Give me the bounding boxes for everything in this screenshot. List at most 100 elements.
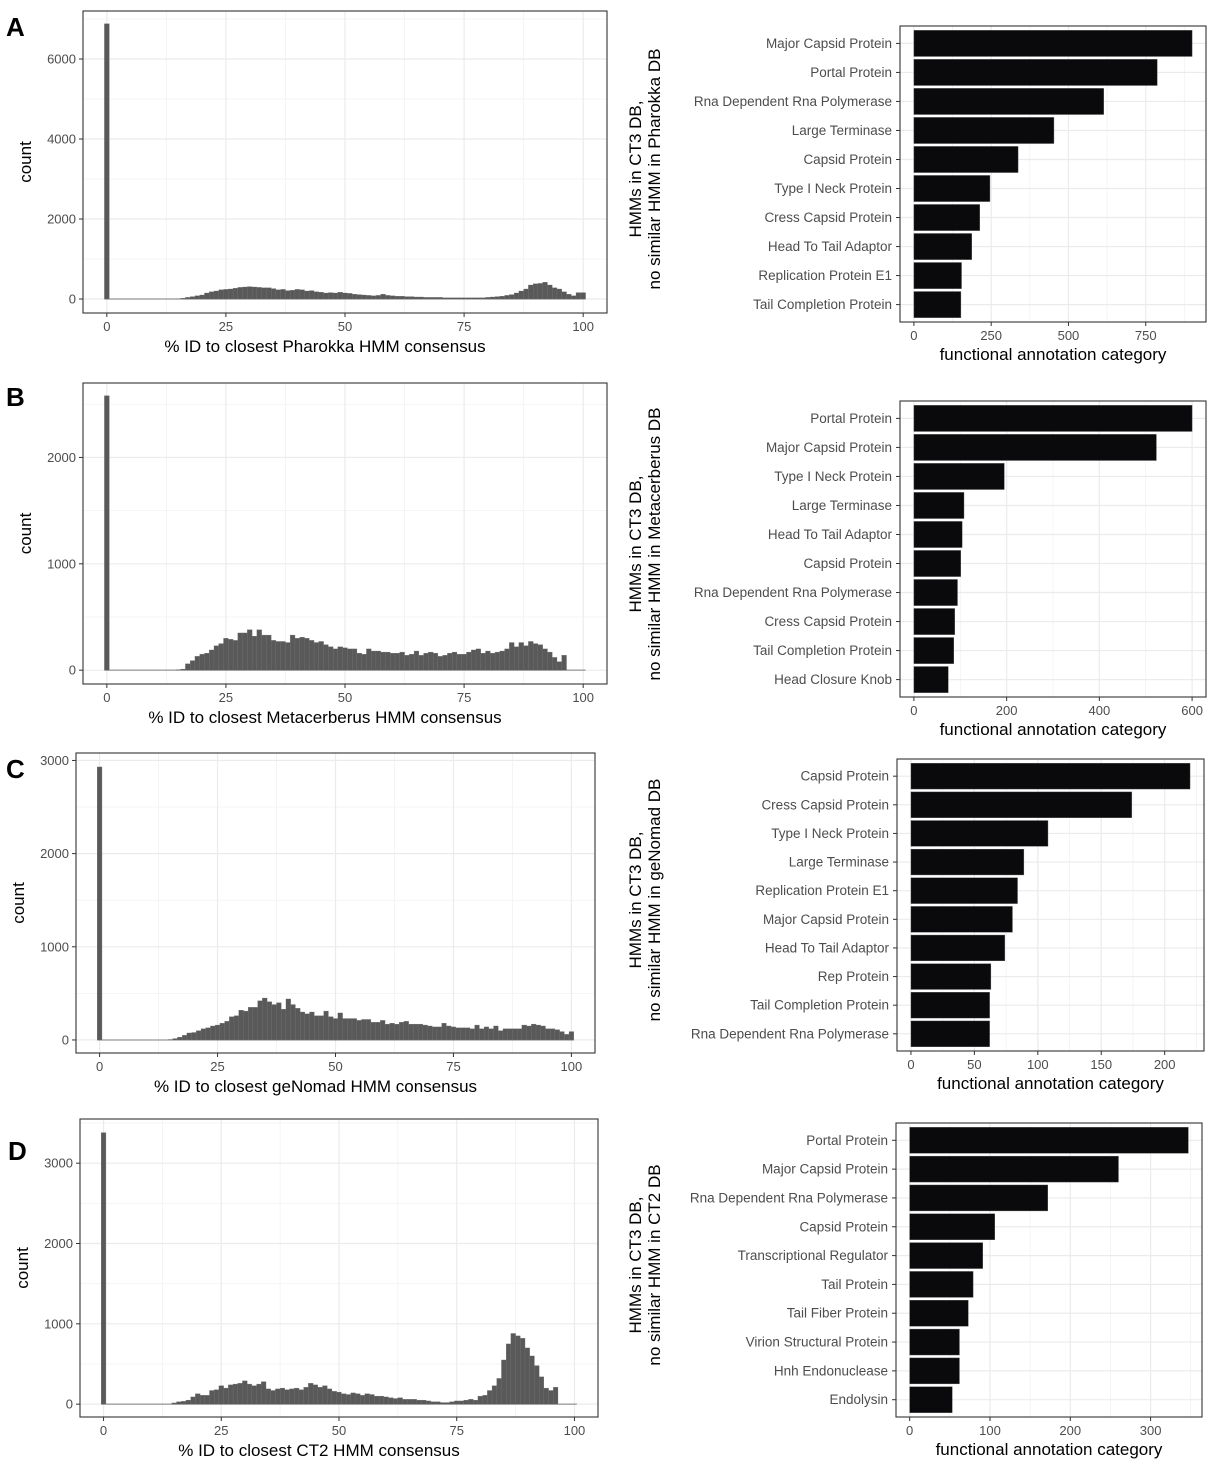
histogram-bar bbox=[418, 655, 424, 671]
histogram-bar bbox=[423, 653, 429, 671]
histogram-bar bbox=[185, 1399, 191, 1405]
category-label: Large Terminase bbox=[792, 498, 892, 513]
histogram-bar bbox=[261, 634, 267, 671]
histogram-bar bbox=[561, 291, 567, 300]
histogram-bar bbox=[458, 1400, 464, 1405]
histogram-bar bbox=[378, 1395, 384, 1405]
histogram-bar bbox=[309, 290, 315, 300]
histogram-bar bbox=[204, 1395, 210, 1405]
histogram-bar bbox=[309, 640, 315, 671]
histogram-bar bbox=[393, 1398, 399, 1405]
histogram-bar bbox=[461, 654, 467, 671]
histogram-bar bbox=[521, 1024, 527, 1041]
category-label: Cress Capsid Protein bbox=[764, 210, 892, 225]
histogram-bar bbox=[218, 289, 224, 300]
histogram-bar bbox=[370, 1022, 376, 1041]
plot-border bbox=[899, 25, 1207, 323]
category-label: Capsid Protein bbox=[803, 556, 892, 571]
category-label: Rep Protein bbox=[818, 969, 889, 984]
histogram-bar bbox=[332, 292, 339, 300]
histogram-bar bbox=[501, 1359, 507, 1405]
histogram-bar bbox=[337, 1012, 343, 1041]
histogram-bar bbox=[538, 1376, 544, 1405]
histogram-bar bbox=[509, 294, 515, 300]
histogram-bar bbox=[290, 1004, 296, 1041]
histogram-bar bbox=[223, 1387, 229, 1405]
category-bar bbox=[913, 492, 965, 519]
x-tick-label: 100 bbox=[572, 319, 594, 334]
histogram-bar bbox=[309, 1011, 315, 1041]
histogram-bar bbox=[490, 653, 496, 671]
y-axis-title: HMMs in CT3 DB, bbox=[626, 832, 645, 969]
histogram-bar bbox=[279, 1387, 285, 1405]
category-label: Hnh Endonuclease bbox=[774, 1363, 888, 1378]
category-label: Virion Structural Protein bbox=[746, 1335, 888, 1350]
histogram-bar bbox=[172, 1038, 178, 1041]
histogram-bar bbox=[331, 1391, 337, 1405]
histogram-bar bbox=[375, 650, 381, 671]
histogram-bar bbox=[534, 1365, 540, 1405]
x-tick-label: 50 bbox=[338, 690, 352, 705]
y-tick-label: 0 bbox=[62, 1032, 69, 1047]
category-bar bbox=[913, 233, 972, 260]
histogram-bar bbox=[408, 1023, 414, 1041]
histogram-bar bbox=[547, 651, 553, 671]
histogram-bar bbox=[275, 641, 281, 671]
histogram-bar bbox=[543, 1387, 549, 1405]
category-bar bbox=[913, 262, 962, 289]
histogram-bar bbox=[248, 1007, 254, 1041]
histogram-bar bbox=[554, 1029, 560, 1041]
histogram-bar bbox=[552, 287, 558, 300]
histogram-bar bbox=[452, 651, 458, 671]
histogram-bar bbox=[351, 648, 358, 671]
category-bar bbox=[909, 1242, 983, 1269]
x-tick-label: 400 bbox=[1089, 703, 1111, 718]
histogram-bar bbox=[479, 1028, 485, 1041]
histogram-bar bbox=[318, 641, 324, 671]
category-label: Rna Dependent Rna Polymerase bbox=[694, 94, 892, 109]
x-tick-label: 100 bbox=[572, 690, 594, 705]
histogram-bar bbox=[517, 1028, 523, 1041]
histogram-bar bbox=[371, 295, 377, 300]
histogram-bar bbox=[523, 645, 529, 671]
histogram-bar bbox=[556, 661, 562, 671]
x-tick-label: 600 bbox=[1181, 703, 1203, 718]
histogram-bar bbox=[440, 1402, 446, 1405]
histogram-bar bbox=[328, 292, 334, 300]
histogram-bar bbox=[180, 298, 186, 300]
x-tick-label: 75 bbox=[457, 319, 471, 334]
histogram-bar bbox=[247, 629, 253, 671]
histogram-bar bbox=[252, 1007, 258, 1041]
x-tick-label: 0 bbox=[910, 703, 917, 718]
histogram-bar bbox=[242, 286, 248, 300]
histogram-bar bbox=[468, 1399, 474, 1405]
x-tick-label: 50 bbox=[328, 1059, 342, 1074]
histogram-bar bbox=[542, 282, 548, 300]
histogram-bar bbox=[413, 296, 419, 300]
histogram-bar bbox=[523, 288, 529, 300]
histogram-bar bbox=[422, 1024, 428, 1041]
histogram-bar bbox=[318, 292, 324, 300]
category-label: Endolysin bbox=[829, 1392, 888, 1407]
y-tick-label: 1000 bbox=[40, 939, 69, 954]
histogram-bar bbox=[510, 1333, 516, 1405]
histogram-bar bbox=[480, 297, 486, 300]
histogram-bar bbox=[520, 1338, 526, 1405]
category-label: Type I Neck Protein bbox=[771, 826, 889, 841]
histogram-bar bbox=[360, 1395, 366, 1405]
histogram-bar bbox=[191, 1032, 197, 1041]
histogram-bar bbox=[427, 1025, 433, 1041]
category-bar bbox=[910, 848, 1025, 876]
histogram-bar bbox=[421, 1399, 427, 1405]
histogram-bar bbox=[463, 1399, 469, 1405]
panel-letter: A bbox=[6, 12, 25, 42]
x-tick-label: 200 bbox=[1059, 1423, 1081, 1438]
histogram-bar bbox=[304, 638, 310, 671]
histogram-bar bbox=[399, 296, 405, 300]
histogram-bar bbox=[347, 1018, 353, 1041]
histogram-bar bbox=[336, 1391, 342, 1405]
histogram-bar bbox=[449, 1401, 455, 1405]
histogram-bar bbox=[351, 294, 358, 300]
histogram-bar bbox=[298, 1389, 304, 1405]
histogram-bar bbox=[385, 651, 391, 671]
